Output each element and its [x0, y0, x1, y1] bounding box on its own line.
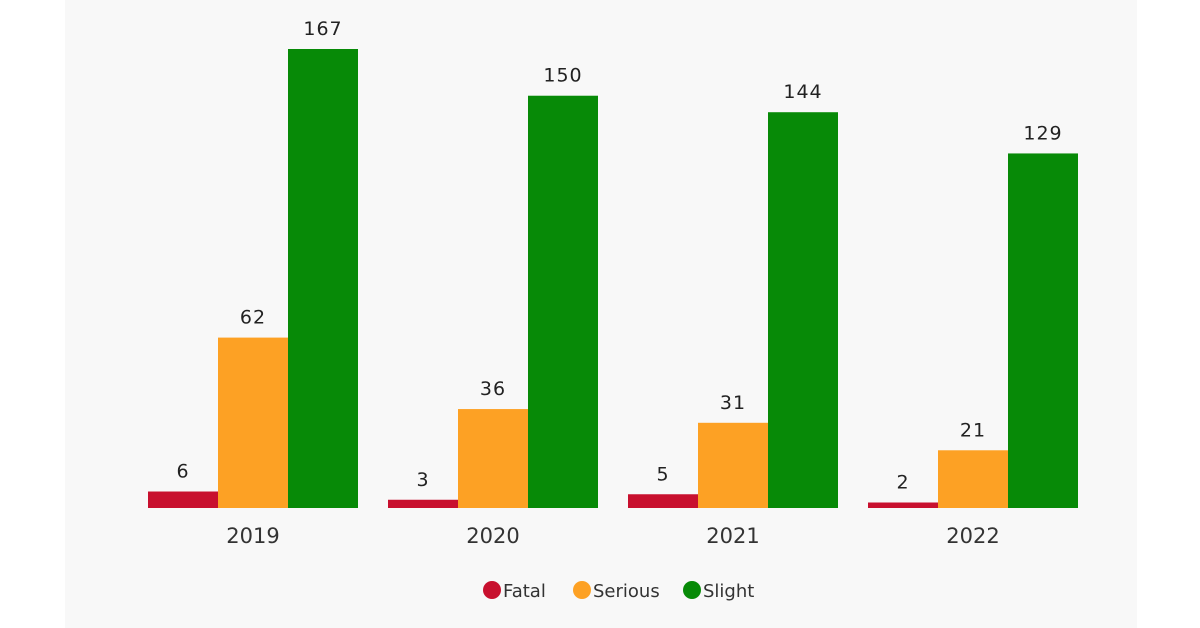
bar-fatal-2022	[868, 502, 938, 508]
data-label: 21	[960, 419, 986, 441]
data-label: 129	[1023, 122, 1062, 144]
bar-serious-2020	[458, 409, 528, 508]
legend-marker-fatal	[483, 581, 501, 599]
data-label: 6	[176, 461, 189, 483]
bar-fatal-2020	[388, 499, 458, 508]
legend-label: Fatal	[503, 581, 546, 602]
bar-slight-2021	[768, 112, 838, 508]
x-tick-label: 2021	[706, 524, 759, 548]
legend-label: Slight	[703, 581, 754, 602]
bar-serious-2021	[698, 422, 768, 508]
bar-slight-2022	[1008, 153, 1078, 508]
bar-fatal-2019	[148, 491, 218, 508]
data-label: 2	[896, 472, 909, 494]
bar-serious-2022	[938, 450, 1008, 508]
chart-panel	[65, 0, 1137, 628]
data-label: 3	[416, 469, 429, 491]
data-label: 150	[543, 65, 582, 87]
data-label: 5	[656, 463, 669, 485]
bar-fatal-2021	[628, 494, 698, 508]
data-label: 144	[783, 81, 822, 103]
data-label: 36	[480, 378, 506, 400]
x-tick-label: 2019	[226, 524, 279, 548]
data-label: 167	[303, 18, 342, 40]
x-tick-label: 2020	[466, 524, 519, 548]
bar-slight-2019	[288, 49, 358, 508]
bar-slight-2020	[528, 95, 598, 508]
bar-serious-2019	[218, 337, 288, 508]
data-label: 62	[240, 307, 266, 329]
legend-label: Serious	[593, 581, 660, 602]
legend-marker-serious	[573, 581, 591, 599]
data-label: 31	[720, 392, 746, 414]
legend-marker-slight	[683, 581, 701, 599]
x-tick-label: 2022	[946, 524, 999, 548]
